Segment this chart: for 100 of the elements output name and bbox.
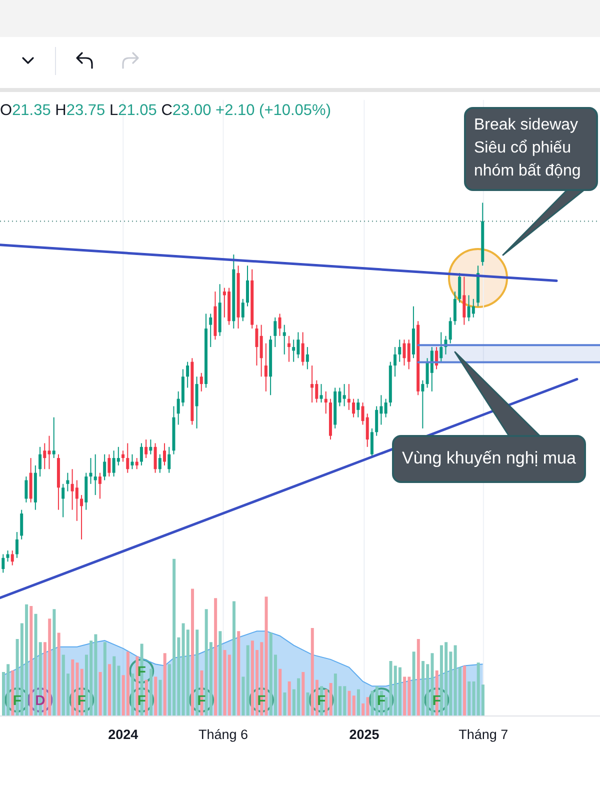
bar (463, 666, 466, 716)
candlestick (384, 398, 388, 418)
bar (237, 631, 240, 716)
candlestick (140, 442, 143, 466)
candlestick (135, 458, 138, 470)
bar (422, 661, 425, 716)
bar (416, 639, 420, 716)
candlestick (98, 472, 102, 500)
bar (196, 630, 199, 716)
candlestick (448, 316, 452, 344)
candlestick (122, 450, 125, 462)
bar (57, 632, 60, 716)
candlestick (440, 332, 443, 362)
candlestick (108, 454, 111, 478)
bar (283, 692, 286, 716)
candlestick (301, 332, 304, 366)
candlestick (200, 372, 203, 392)
annotation: Vùng khuyến nghị mua (402, 448, 576, 468)
candlestick (324, 390, 328, 414)
annotation: F (377, 692, 386, 708)
candlestick (282, 324, 286, 355)
candlestick (186, 361, 190, 388)
annotation: F (137, 663, 146, 679)
candlestick (2, 554, 5, 574)
bar (150, 668, 153, 716)
candlestick (453, 291, 456, 326)
candlestick (292, 339, 296, 362)
candlestick (287, 335, 290, 362)
candlestick (103, 454, 106, 481)
candlestick (6, 550, 10, 562)
candlestick (356, 398, 360, 418)
candlestick (430, 346, 434, 392)
bar (398, 667, 402, 716)
candlestick (38, 446, 42, 478)
candlestick (43, 442, 46, 470)
bar (108, 664, 112, 716)
candlestick (24, 476, 28, 503)
candlestick (195, 376, 198, 429)
bar (324, 689, 328, 716)
candlestick (20, 509, 24, 540)
bar (191, 588, 194, 716)
bar (412, 652, 416, 716)
bar (136, 656, 139, 716)
candlestick (407, 339, 410, 370)
candlestick (342, 384, 346, 407)
x-tick-label: Tháng 6 (198, 727, 248, 742)
candlestick (462, 276, 466, 326)
candlestick (398, 339, 402, 362)
candlestick (260, 324, 263, 378)
candlestick (209, 313, 212, 348)
bar (264, 596, 268, 716)
candlestick (80, 494, 84, 540)
candlestick (144, 439, 148, 459)
candlestick (52, 416, 56, 459)
bar (403, 676, 406, 716)
x-tick-label: Tháng 7 (458, 727, 508, 742)
bar (98, 672, 102, 716)
candlestick (241, 298, 244, 322)
bar (71, 659, 74, 716)
candlestick (472, 298, 475, 318)
candlestick (15, 532, 18, 558)
bar (242, 676, 245, 716)
candlestick (89, 458, 92, 484)
bar (163, 653, 166, 716)
bar (30, 606, 33, 716)
x-tick-label: 2025 (349, 727, 380, 742)
bar (288, 681, 291, 716)
candlestick (306, 346, 309, 370)
bar (214, 598, 218, 716)
candlestick (75, 480, 78, 522)
candlestick (310, 365, 314, 404)
candlestick (66, 472, 70, 492)
bar (158, 680, 162, 716)
bar (306, 692, 310, 716)
candlestick (352, 398, 356, 418)
bar (144, 680, 148, 716)
candlestick (347, 384, 350, 410)
candlestick (421, 380, 424, 429)
bar (232, 601, 236, 716)
annotation: F (257, 692, 266, 708)
bar (131, 674, 134, 716)
bar (154, 676, 158, 716)
bar (356, 689, 360, 716)
candlestick (278, 313, 282, 336)
annotation: F (137, 692, 146, 708)
candlestick (163, 442, 166, 466)
candlestick (264, 342, 268, 392)
bar (278, 668, 282, 716)
candlestick (458, 272, 462, 304)
bar (246, 645, 250, 716)
candlestick (246, 265, 249, 307)
bar (468, 681, 471, 716)
bar (302, 672, 305, 716)
candlestick (320, 384, 323, 404)
candlestick (255, 324, 258, 366)
candlestick (158, 454, 162, 474)
candlestick (402, 339, 406, 366)
candlestick (130, 454, 134, 470)
bar (11, 670, 14, 716)
candlestick (274, 316, 277, 348)
